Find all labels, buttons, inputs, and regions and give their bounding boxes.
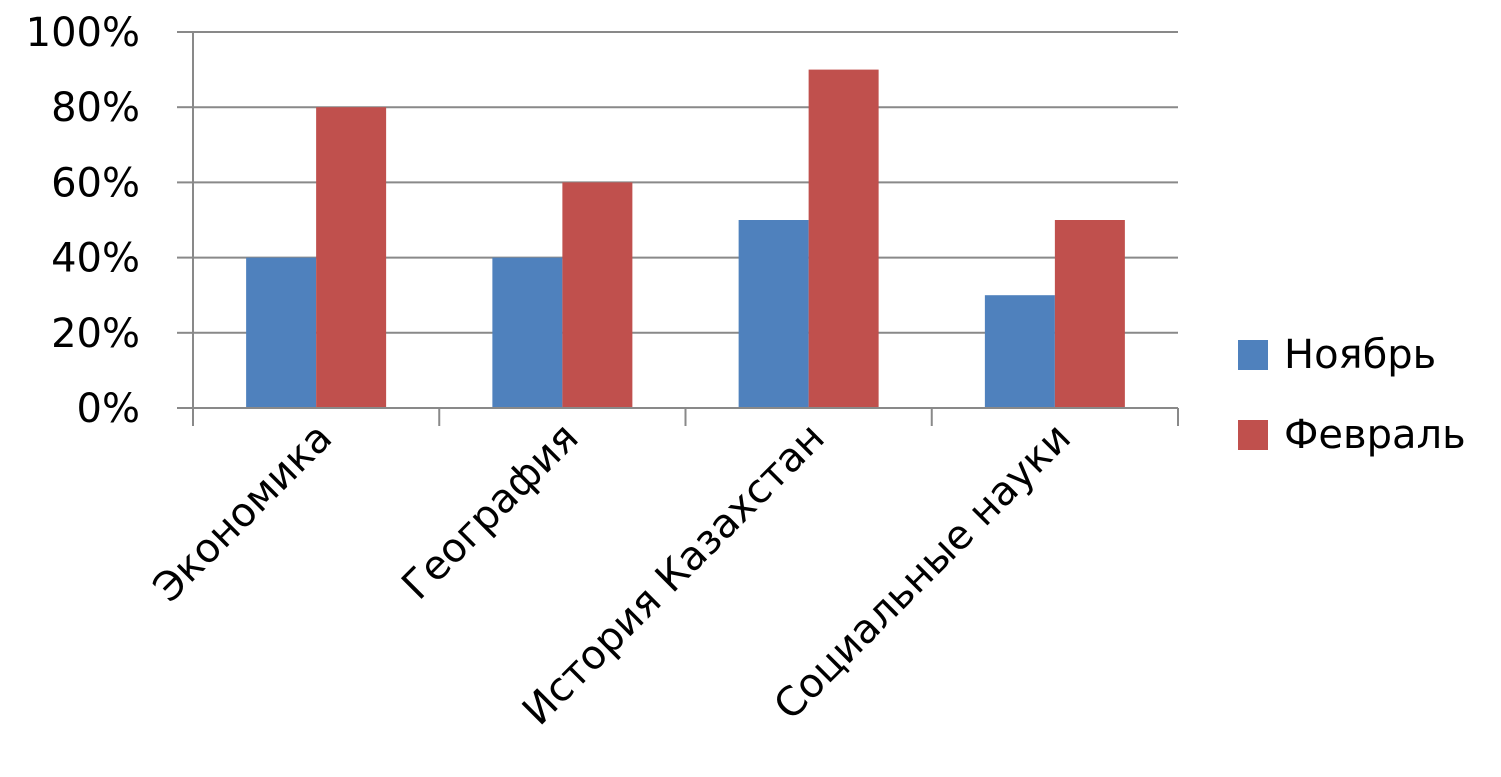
x-category-label: Экономика — [145, 415, 342, 612]
bar-series-1 — [246, 257, 317, 408]
axes — [177, 31, 1179, 426]
y-tick-label: 80% — [51, 85, 140, 131]
y-tick-label: 0% — [77, 386, 140, 432]
bars — [246, 69, 1125, 408]
bar-series-1 — [492, 257, 563, 408]
legend-swatch — [1238, 340, 1268, 370]
y-tick-label: 60% — [51, 160, 140, 206]
bar-series-2 — [808, 69, 879, 408]
bar-series-2 — [1054, 220, 1125, 408]
legend-label: Ноябрь — [1284, 332, 1436, 378]
legend: Ноябрь Февраль — [1238, 332, 1466, 458]
y-tick-labels: 0% 20% 40% 60% 80% 100% — [26, 10, 140, 432]
y-tick-label: 40% — [51, 236, 140, 282]
legend-label: Февраль — [1284, 412, 1466, 458]
x-category-label: География — [393, 415, 587, 609]
y-tick-label: 20% — [51, 311, 140, 357]
bar-series-2 — [562, 182, 633, 408]
y-tick-label: 100% — [26, 10, 140, 56]
bar-series-1 — [984, 295, 1055, 408]
legend-swatch — [1238, 420, 1268, 450]
bar-series-1 — [738, 220, 809, 408]
bar-series-2 — [316, 107, 387, 408]
